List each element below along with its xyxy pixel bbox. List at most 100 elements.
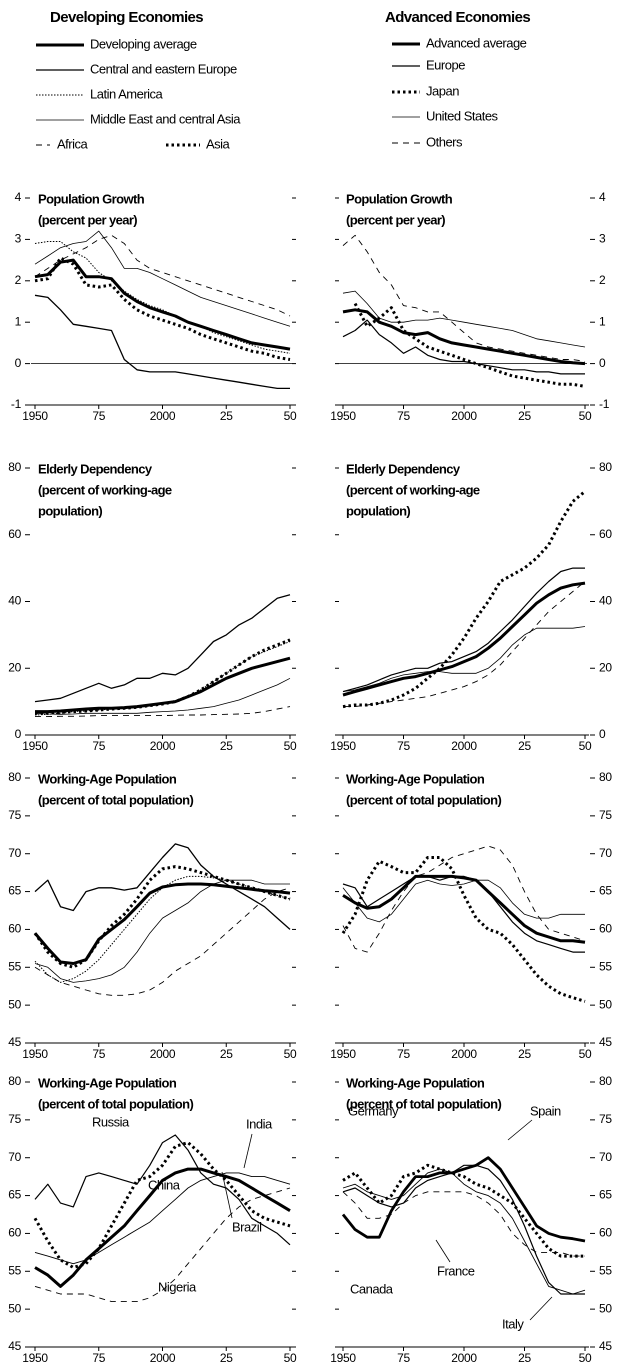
y-tick-label: 60	[599, 1226, 612, 1240]
series-line	[34, 677, 291, 715]
series-line	[342, 1163, 585, 1258]
x-tick-label: 1950	[330, 739, 356, 753]
series-line	[341, 1156, 586, 1243]
x-tick-label: 2000	[150, 409, 176, 423]
x-tick-label: 75	[397, 409, 410, 423]
series-line	[34, 230, 291, 327]
y-tick-label: 65	[599, 884, 612, 898]
series-line	[35, 638, 291, 715]
series-label: Spain	[530, 1103, 561, 1118]
series-line	[34, 1172, 291, 1265]
x-tick-label: 50	[579, 1351, 592, 1365]
legend-label: Advanced average	[426, 35, 527, 50]
legend-label: Middle East and central Asia	[90, 111, 241, 126]
y-tick-label: 80	[8, 770, 21, 784]
y-tick-label: 80	[8, 1074, 21, 1088]
series-line	[34, 879, 290, 983]
x-tick-label: 25	[220, 739, 233, 753]
series-line	[34, 256, 291, 361]
panel-title: Working-Age Population	[346, 771, 485, 786]
series-line	[342, 626, 586, 692]
series-line	[342, 290, 586, 348]
series-line	[34, 887, 291, 996]
series-line	[34, 258, 291, 351]
series-line	[34, 234, 291, 317]
series-line	[342, 319, 585, 375]
y-tick-label: 70	[599, 1150, 612, 1164]
x-tick-label: 25	[518, 739, 531, 753]
y-tick-label: 50	[8, 997, 21, 1011]
series-line	[342, 874, 586, 944]
y-tick-label: 0	[15, 727, 22, 741]
x-tick-label: 50	[579, 739, 592, 753]
x-tick-label: 1950	[22, 1351, 48, 1365]
y-tick-label: 3	[15, 232, 22, 246]
series-line	[34, 241, 291, 354]
series-line	[342, 875, 585, 953]
series-line	[34, 1167, 291, 1288]
y-tick-label: 20	[599, 660, 612, 674]
series-line	[33, 865, 291, 969]
y-tick-label: 55	[599, 1263, 612, 1277]
x-tick-label: 50	[579, 1047, 592, 1061]
legend-title: Advanced Economies	[385, 9, 530, 26]
series-line	[33, 882, 291, 965]
legend-label: United States	[426, 108, 499, 123]
series-label: Nigeria	[158, 1279, 197, 1294]
panel-title: Elderly Dependency	[346, 461, 461, 476]
panel-title: population)	[38, 503, 102, 518]
y-tick-label: 50	[599, 1301, 612, 1315]
legend-label: Developing average	[90, 36, 197, 51]
label-leader	[529, 1296, 553, 1321]
y-tick-label: 75	[599, 1112, 612, 1126]
y-tick-label: 60	[8, 922, 21, 936]
y-tick-label: 0	[599, 727, 606, 741]
y-tick-label: 65	[8, 884, 21, 898]
x-tick-label: 25	[518, 1047, 531, 1061]
series-line	[353, 302, 586, 388]
x-tick-label: 25	[220, 1047, 233, 1061]
series-line	[342, 567, 585, 693]
legend-label: Others	[426, 134, 463, 149]
label-leader	[243, 1133, 253, 1169]
x-tick-label: 75	[92, 1047, 105, 1061]
y-tick-label: 80	[8, 460, 21, 474]
x-tick-label: 75	[397, 1047, 410, 1061]
y-tick-label: 80	[599, 1074, 612, 1088]
y-tick-label: 45	[599, 1339, 612, 1353]
series-label: India	[246, 1116, 273, 1131]
x-tick-label: 50	[284, 1047, 297, 1061]
panel-title: population)	[346, 503, 410, 518]
series-line	[34, 641, 291, 716]
legend-label: Africa	[57, 136, 89, 151]
x-tick-label: 25	[518, 409, 531, 423]
x-tick-label: 1950	[22, 409, 48, 423]
x-tick-label: 2000	[451, 409, 477, 423]
x-tick-label: 1950	[330, 1047, 356, 1061]
y-tick-label: 60	[599, 922, 612, 936]
y-tick-label: 3	[599, 232, 606, 246]
y-tick-label: 40	[599, 594, 612, 608]
y-tick-label: 80	[599, 460, 612, 474]
y-tick-label: 4	[599, 190, 606, 204]
series-label: Italy	[502, 1316, 524, 1331]
y-tick-label: 75	[599, 808, 612, 822]
y-tick-label: 1	[15, 314, 22, 328]
legend-label: Europe	[426, 57, 465, 72]
legend-label: Latin America	[90, 86, 164, 101]
panel-title: (percent of total population)	[346, 792, 501, 807]
panel-title: Population Growth	[38, 191, 145, 206]
panel-title: (percent per year)	[38, 212, 137, 227]
y-tick-label: -1	[11, 397, 22, 411]
y-tick-label: 0	[15, 356, 22, 370]
x-tick-label: 1950	[22, 739, 48, 753]
x-tick-label: 2000	[150, 1351, 176, 1365]
y-tick-label: 0	[599, 356, 606, 370]
x-tick-label: 2000	[451, 739, 477, 753]
panel-title: (percent of working-age	[38, 482, 172, 497]
series-line	[342, 308, 586, 366]
y-tick-label: 55	[8, 959, 21, 973]
y-tick-label: 65	[8, 1188, 21, 1202]
legend-label: Japan	[426, 83, 459, 98]
